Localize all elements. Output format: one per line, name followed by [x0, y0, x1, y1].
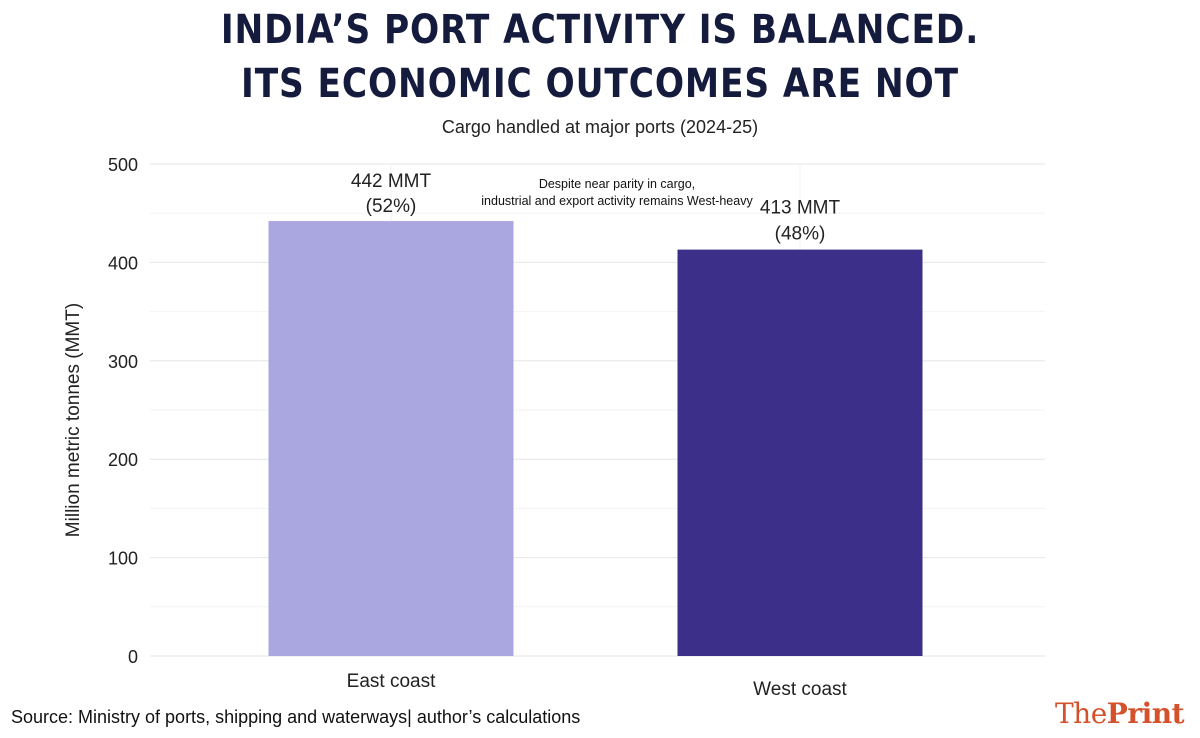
- y-tick-label: 0: [128, 647, 138, 667]
- source-note: Source: Ministry of ports, shipping and …: [11, 707, 581, 727]
- y-tick-label: 500: [108, 155, 138, 175]
- logo-print: Print: [1106, 697, 1185, 730]
- chart-subtitle: Cargo handled at major ports (2024-25): [441, 117, 759, 137]
- y-tick-label: 300: [108, 352, 138, 372]
- x-tick-label: West coast: [753, 679, 847, 700]
- x-tick-label: East coast: [347, 671, 436, 692]
- y-tick-label: 400: [108, 253, 138, 273]
- theprint-logo: ThePrint: [1054, 697, 1185, 730]
- y-tick-label: 100: [108, 549, 138, 569]
- bar: [677, 249, 923, 656]
- bar: [268, 221, 514, 656]
- y-tick-label: 200: [108, 450, 138, 470]
- data-label: 442 MMT: [351, 171, 432, 192]
- chart-title-line-2: ITS ECONOMIC OUTCOMES ARE NOT: [241, 61, 959, 107]
- data-label: (48%): [775, 224, 826, 245]
- data-label: 413 MMT: [760, 198, 841, 219]
- y-axis-label: Million metric tonnes (MMT): [63, 303, 84, 537]
- logo-the: The: [1054, 697, 1107, 730]
- data-label: (52%): [366, 196, 417, 217]
- chart-title-line-1: INDIA’S PORT ACTIVITY IS BALANCED.: [220, 7, 980, 53]
- annotation: Despite near parity in cargo,: [539, 177, 695, 191]
- annotation: industrial and export activity remains W…: [481, 194, 753, 208]
